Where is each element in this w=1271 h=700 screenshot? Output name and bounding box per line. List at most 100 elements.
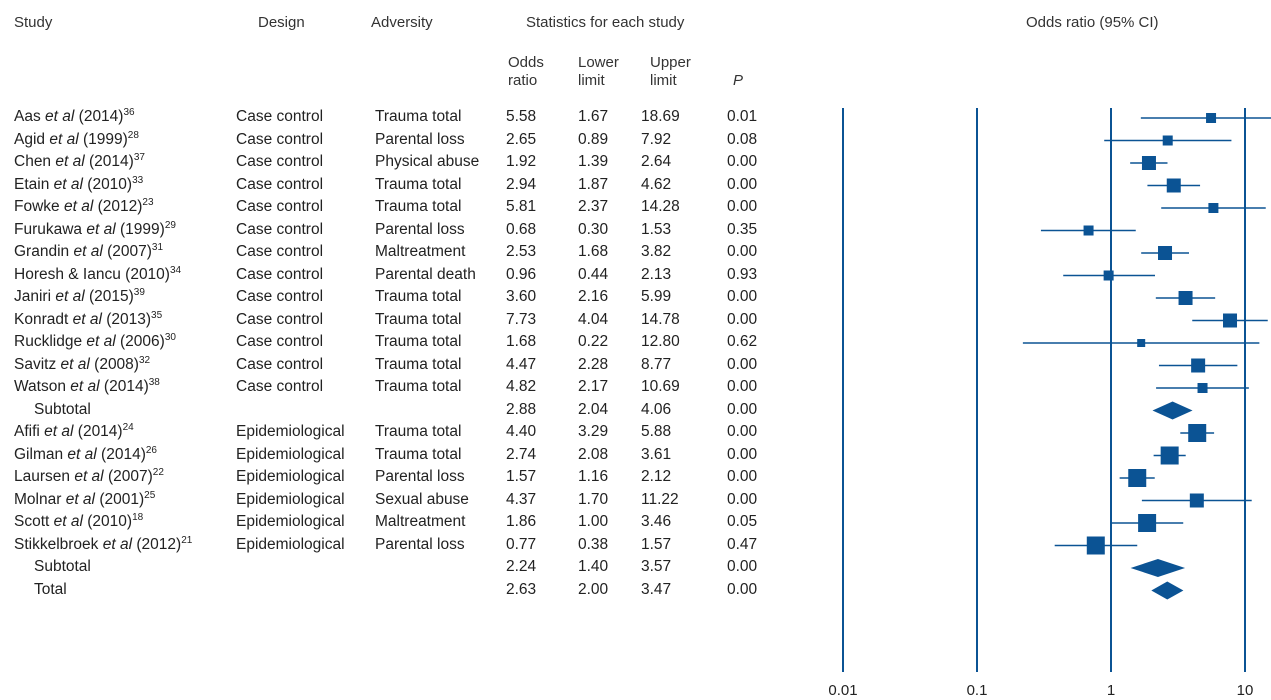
p-value: 0.47 <box>727 535 758 553</box>
study-name: Stikkelbroek et al (2012)21 <box>14 535 192 554</box>
point-estimate-square <box>1158 246 1173 260</box>
p-value: 0.00 <box>727 310 758 328</box>
study-design: Case control <box>236 333 324 350</box>
study-year: (2007) <box>107 243 152 260</box>
odds-ratio-value: 0.96 <box>506 265 537 283</box>
study-adversity: Parental death <box>375 265 476 283</box>
study-adversity: Physical abuse <box>375 153 480 170</box>
study-name: Gilman et al (2014)26 <box>14 444 157 464</box>
upper-limit-value: 3.47 <box>641 580 672 598</box>
study-reference: 34 <box>169 264 182 276</box>
point-estimate-square <box>1138 514 1157 532</box>
study-etal: et al <box>53 513 83 530</box>
upper-limit-value: 3.46 <box>641 513 672 530</box>
study-adversity: Trauma total <box>375 445 462 463</box>
study-reference: 35 <box>151 309 163 321</box>
study-adversity: Trauma total <box>375 198 462 215</box>
x-tick-label: 0.1 <box>967 682 988 699</box>
study-name: Etain et al (2010)33 <box>14 175 143 194</box>
study-etal: et al <box>102 535 133 553</box>
upper-limit-value: 18.69 <box>641 108 680 125</box>
lower-limit-value: 2.37 <box>578 198 609 215</box>
odds-ratio-value: 1.86 <box>506 513 537 530</box>
summary-diamond <box>1152 401 1193 420</box>
study-author: Horesh & Iancu <box>14 265 121 283</box>
study-design: Case control <box>236 310 324 328</box>
study-etal: et al <box>67 445 97 463</box>
study-reference: 28 <box>127 129 139 141</box>
upper-limit-value: 3.61 <box>641 445 672 463</box>
upper-limit-value: 1.57 <box>641 535 672 553</box>
odds-ratio-value: 3.60 <box>506 288 537 305</box>
study-reference: 22 <box>152 467 164 478</box>
p-value: 0.00 <box>727 153 758 170</box>
point-estimate-square <box>1103 270 1114 281</box>
study-name: Scott et al (2010)18 <box>14 513 143 531</box>
study-author: Afifi <box>14 423 40 440</box>
lower-limit-value: 1.68 <box>578 243 609 260</box>
study-adversity: Trauma total <box>375 333 462 350</box>
study-name: Savitz et al (2008)32 <box>14 354 151 374</box>
study-author: Grandin <box>14 243 70 260</box>
study-year: (2014) <box>77 423 123 440</box>
upper-limit-value: 7.92 <box>641 130 672 148</box>
point-estimate-square <box>1178 291 1193 305</box>
upper-limit-value: 3.57 <box>641 558 672 575</box>
study-author: Molnar <box>14 490 62 508</box>
lower-limit-value: 3.29 <box>578 423 609 440</box>
lower-limit-value: 1.87 <box>578 175 609 193</box>
upper-limit-value: 2.13 <box>641 265 672 283</box>
study-name: Furukawa et al (1999)29 <box>14 219 176 239</box>
header-p-value: P <box>733 72 744 89</box>
study-name: Chen et al (2014)37 <box>14 153 145 171</box>
study-adversity: Parental loss <box>375 130 465 148</box>
study-reference: 29 <box>164 219 176 231</box>
study-reference: 38 <box>148 377 160 388</box>
study-year: (2012) <box>136 535 182 553</box>
study-year: (1999) <box>82 130 128 148</box>
study-design: Case control <box>236 153 324 170</box>
odds-ratio-value: 0.68 <box>506 220 537 238</box>
lower-limit-value: 1.70 <box>578 490 609 508</box>
study-etal: et al <box>55 288 85 305</box>
point-estimate-square <box>1160 446 1179 465</box>
study-reference: 26 <box>145 444 157 456</box>
study-name: Janiri et al (2015)39 <box>14 288 145 306</box>
study-reference: 37 <box>133 152 145 163</box>
study-design: Case control <box>236 198 324 215</box>
study-etal: et al <box>65 490 96 508</box>
lower-limit-value: 4.04 <box>578 310 609 328</box>
study-author: Stikkelbroek <box>14 535 99 553</box>
odds-ratio-value: 0.77 <box>506 535 537 553</box>
study-reference: 31 <box>151 242 164 253</box>
p-value: 0.00 <box>727 423 758 440</box>
lower-limit-value: 1.39 <box>578 153 609 170</box>
upper-limit-value: 4.06 <box>641 400 672 418</box>
study-year: (2014) <box>89 153 134 170</box>
odds-ratio-value: 4.82 <box>506 378 537 395</box>
study-author: Janiri <box>14 288 52 305</box>
lower-limit-value: 1.40 <box>578 558 609 575</box>
header-study: Study <box>14 14 53 31</box>
study-etal: et al <box>60 355 90 373</box>
study-year: (2001) <box>99 490 145 508</box>
lower-limit-value: 0.30 <box>578 220 609 238</box>
study-year: (2008) <box>94 355 139 373</box>
point-estimate-square <box>1206 113 1217 123</box>
study-author: Gilman <box>14 445 64 463</box>
odds-ratio-value: 4.47 <box>506 355 537 373</box>
upper-limit-value: 2.12 <box>641 468 672 485</box>
study-name: Fowke et al (2012)23 <box>14 198 154 216</box>
lower-limit-value: 2.16 <box>578 288 609 305</box>
study-year: (2010) <box>125 265 170 283</box>
study-reference: 39 <box>133 287 145 298</box>
study-author: Etain <box>14 175 50 193</box>
study-name: Konradt et al (2013)35 <box>14 309 163 329</box>
study-etal: et al <box>86 333 116 350</box>
point-estimate-square <box>1197 383 1208 393</box>
study-etal: et al <box>49 130 79 148</box>
upper-limit-value: 14.28 <box>641 198 680 215</box>
study-adversity: Sexual abuse <box>375 490 469 508</box>
row-label: Total <box>34 580 67 598</box>
study-reference: 32 <box>138 354 151 366</box>
